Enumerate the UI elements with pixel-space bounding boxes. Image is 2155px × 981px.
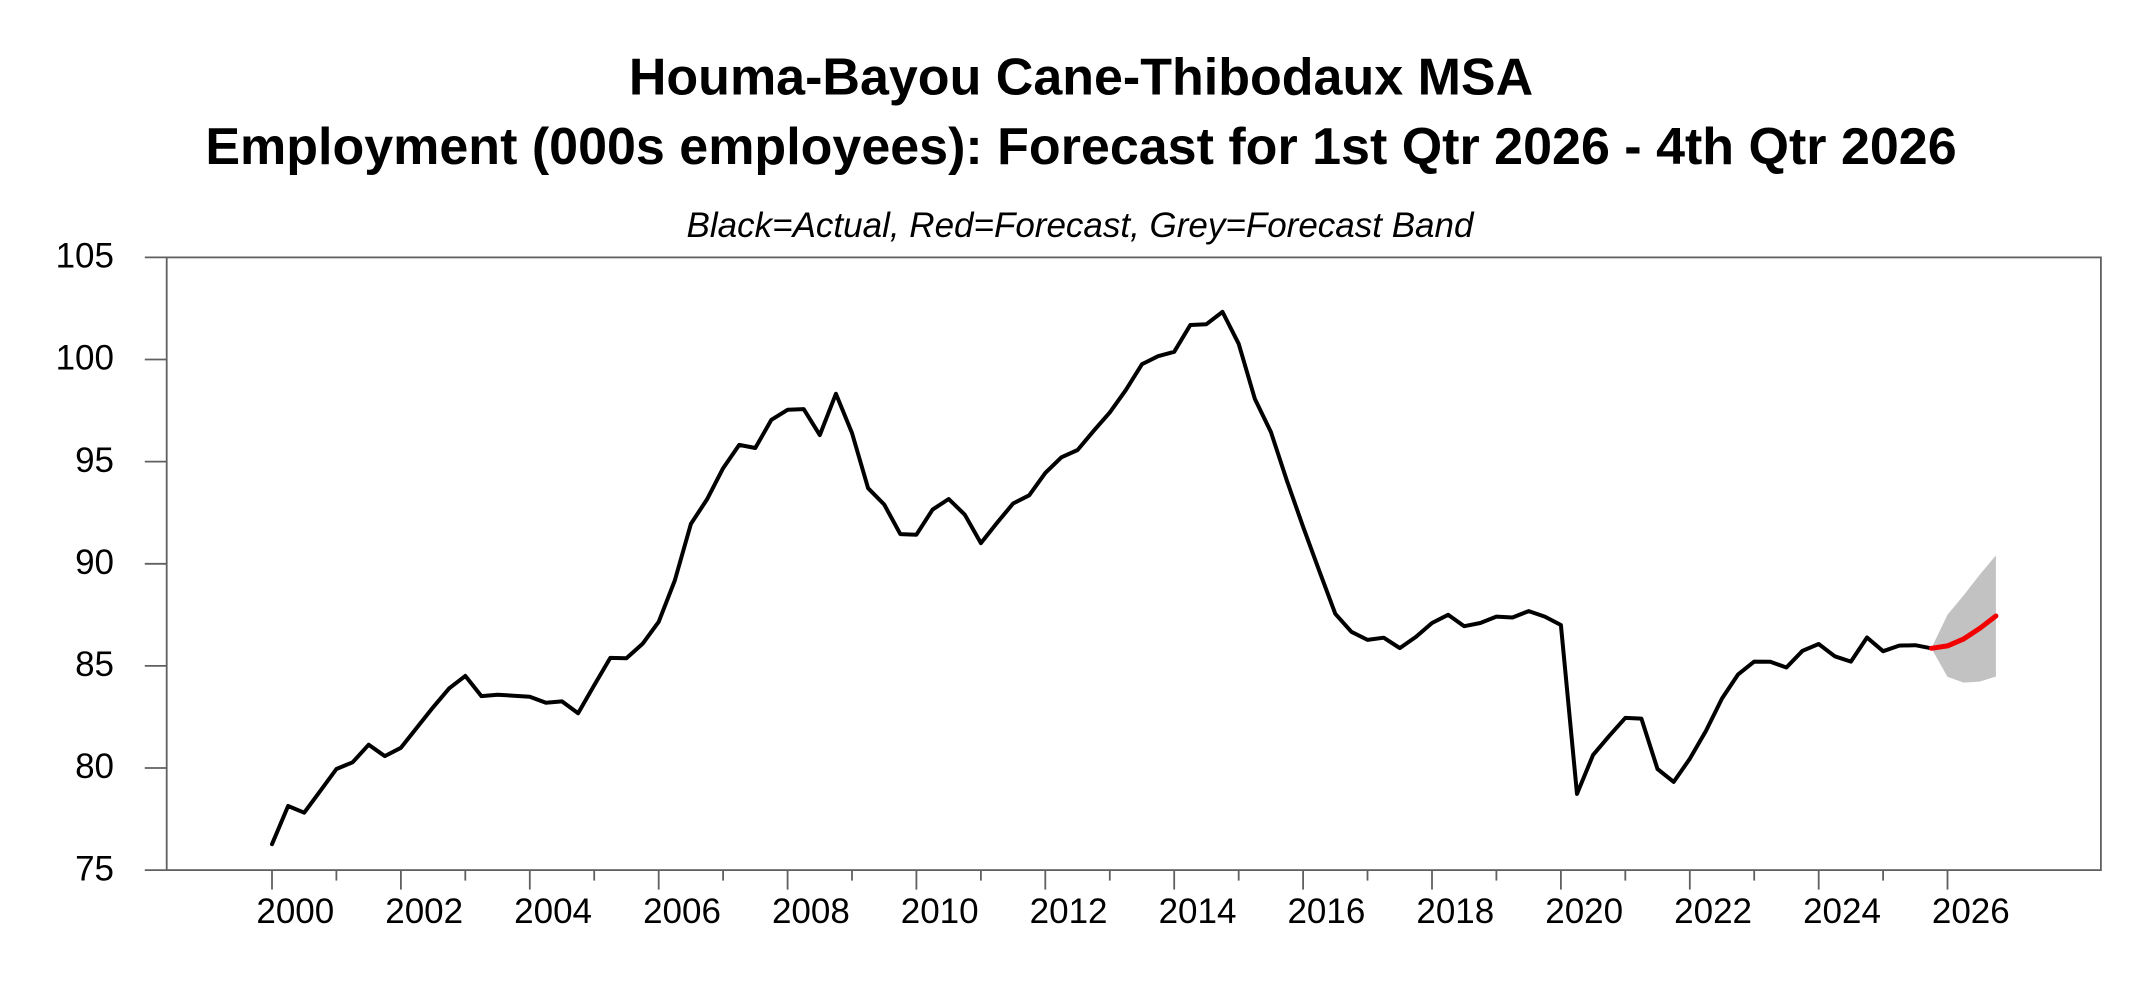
svg-text:90: 90 — [75, 543, 114, 582]
svg-text:2000: 2000 — [256, 892, 334, 931]
svg-text:Black=Actual, Red=Forecast, Gr: Black=Actual, Red=Forecast, Grey=Forecas… — [687, 206, 1475, 245]
svg-text:2014: 2014 — [1159, 892, 1237, 931]
svg-text:2024: 2024 — [1803, 892, 1881, 931]
svg-text:2018: 2018 — [1416, 892, 1494, 931]
svg-text:75: 75 — [75, 849, 114, 888]
svg-text:80: 80 — [75, 747, 114, 786]
svg-text:2006: 2006 — [643, 892, 721, 931]
svg-text:Houma-Bayou Cane-Thibodaux MSA: Houma-Bayou Cane-Thibodaux MSA — [629, 48, 1533, 106]
svg-text:100: 100 — [56, 339, 114, 378]
svg-text:2022: 2022 — [1674, 892, 1752, 931]
svg-text:2004: 2004 — [514, 892, 592, 931]
svg-text:2016: 2016 — [1287, 892, 1365, 931]
svg-text:2012: 2012 — [1030, 892, 1108, 931]
svg-text:2008: 2008 — [772, 892, 850, 931]
svg-text:Employment (000s employees): F: Employment (000s employees): Forecast fo… — [205, 118, 1956, 176]
svg-text:2010: 2010 — [901, 892, 979, 931]
svg-text:105: 105 — [56, 237, 114, 276]
svg-text:2026: 2026 — [1932, 892, 2010, 931]
svg-text:85: 85 — [75, 645, 114, 684]
svg-text:95: 95 — [75, 441, 114, 480]
svg-text:2020: 2020 — [1545, 892, 1623, 931]
svg-text:2002: 2002 — [385, 892, 463, 931]
